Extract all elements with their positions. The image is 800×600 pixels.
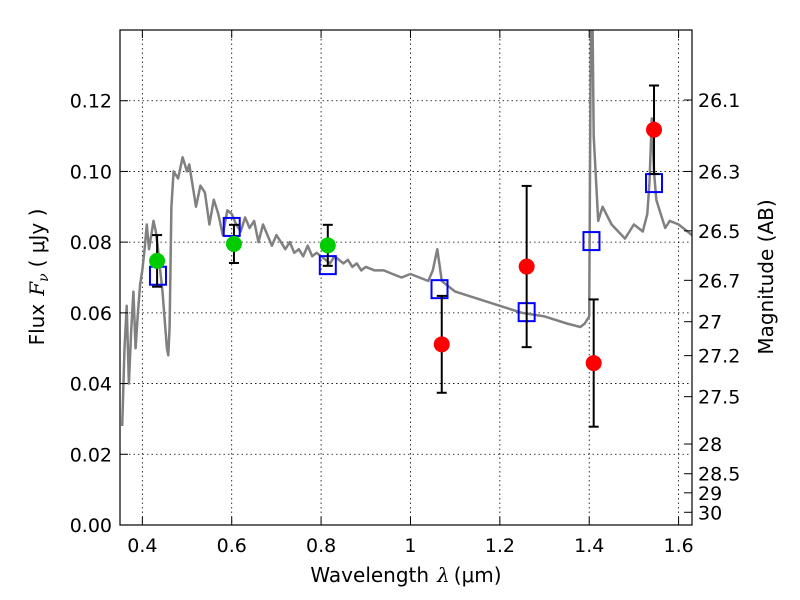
x-tick-label: 0.6 xyxy=(217,535,247,557)
x-axis-label: Wavelength λ (μm) xyxy=(310,563,501,587)
plot-frame xyxy=(119,29,693,526)
y2-tick-label: 30 xyxy=(698,502,722,524)
green-data-point xyxy=(225,235,242,252)
y2-tick-label: 27 xyxy=(698,312,722,334)
y2-tick-label: 28.5 xyxy=(698,464,740,486)
x-tick-label: 1.2 xyxy=(485,535,515,557)
x-tick-label: 1.4 xyxy=(574,535,604,557)
red-data-point xyxy=(433,336,450,353)
model-photometry-square xyxy=(582,231,601,252)
x-axis-label-symbol: λ xyxy=(436,563,450,587)
green-data-point xyxy=(149,252,166,269)
x-tick-label: 1.6 xyxy=(663,535,693,557)
red-data-point xyxy=(585,355,602,372)
ticks: 0.4 0.6 0.8 1 1.2 1.4 1.6 0.00 0.02 0.04 0.06 0.08 0… xyxy=(70,30,740,557)
y-axis-label-subscript: ν xyxy=(36,273,52,282)
y-tick-label: 0.02 xyxy=(70,444,112,466)
y-tick-label: 0.04 xyxy=(70,374,112,396)
y2-axis-label: Magnitude (AB) xyxy=(754,199,778,354)
green-data-point xyxy=(319,237,336,254)
y2-tick-label: 26.1 xyxy=(698,90,740,112)
y2-tick-label: 29 xyxy=(698,483,722,505)
y2-tick-label: 26.5 xyxy=(698,221,740,243)
red-data-point xyxy=(518,258,535,275)
y-tick-label: 0.06 xyxy=(70,303,112,325)
y-tick-label: 0.00 xyxy=(70,515,112,537)
spectrum-line xyxy=(120,30,692,427)
model-photometry-square xyxy=(222,216,241,237)
y2-tick-label: 28 xyxy=(698,434,722,456)
y2-tick-label: 26.3 xyxy=(698,161,740,183)
y-tick-label: 0.12 xyxy=(70,91,112,113)
y2-tick-label: 27.2 xyxy=(698,346,740,368)
x-tick-label: 0.8 xyxy=(306,535,336,557)
y-tick-label: 0.10 xyxy=(70,161,112,183)
red-data-point xyxy=(646,121,663,138)
y-tick-label: 0.08 xyxy=(70,232,112,254)
y-axis-label-symbol: F xyxy=(25,281,49,297)
grid xyxy=(120,30,692,526)
y-axis-label: Flux Fν ( μJy ) xyxy=(25,209,52,346)
y2-tick-label: 27.5 xyxy=(698,387,740,409)
y2-tick-label: 26.7 xyxy=(698,270,740,292)
model-photometry-square xyxy=(430,279,449,300)
y-axis-label-unit: ( μJy ) xyxy=(25,209,49,268)
x-tick-label: 0.4 xyxy=(127,535,157,557)
x-axis-label-unit: (μm) xyxy=(454,563,502,587)
x-tick-label: 1 xyxy=(404,535,416,557)
plot-content xyxy=(120,30,692,428)
y-axis-label-text: Flux xyxy=(25,304,49,346)
x-axis-label-text: Wavelength xyxy=(310,563,429,587)
